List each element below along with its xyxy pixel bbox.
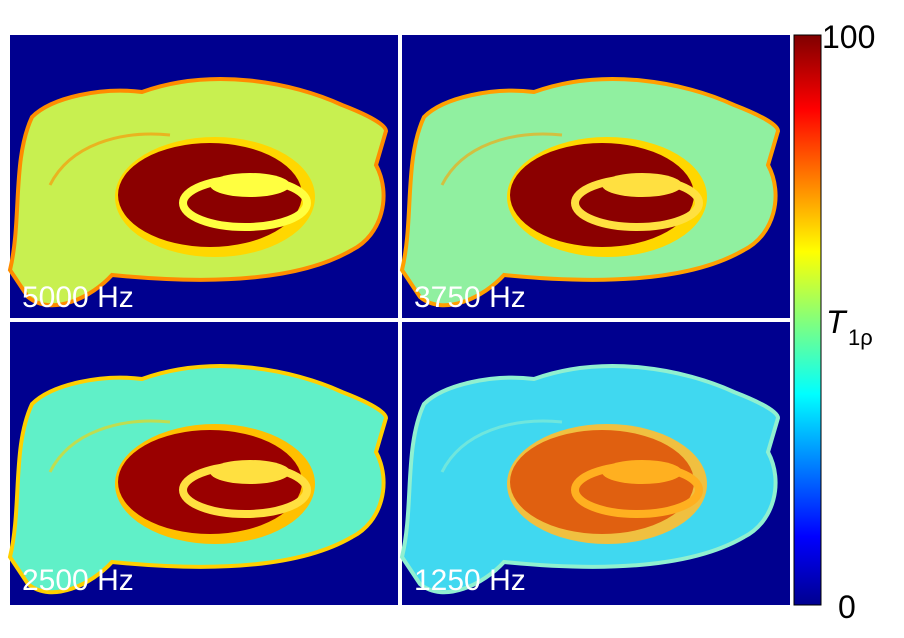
colorbar-min: 0	[838, 589, 856, 625]
panel: 1250 Hz	[402, 322, 790, 605]
colorbar-title: T	[826, 304, 848, 340]
panel-label: 2500 Hz	[22, 564, 134, 597]
panel: 5000 Hz	[10, 35, 398, 318]
panel: 3750 Hz	[402, 35, 790, 318]
panel-label: 3750 Hz	[414, 281, 526, 314]
panel-label: 1250 Hz	[414, 564, 526, 597]
colorbar	[793, 34, 822, 606]
colorbar-title-sub: 1ρ	[848, 325, 873, 350]
panel: 2500 Hz	[10, 322, 398, 605]
panel-label: 5000 Hz	[22, 281, 134, 314]
colorbar-max: 100	[822, 19, 875, 55]
